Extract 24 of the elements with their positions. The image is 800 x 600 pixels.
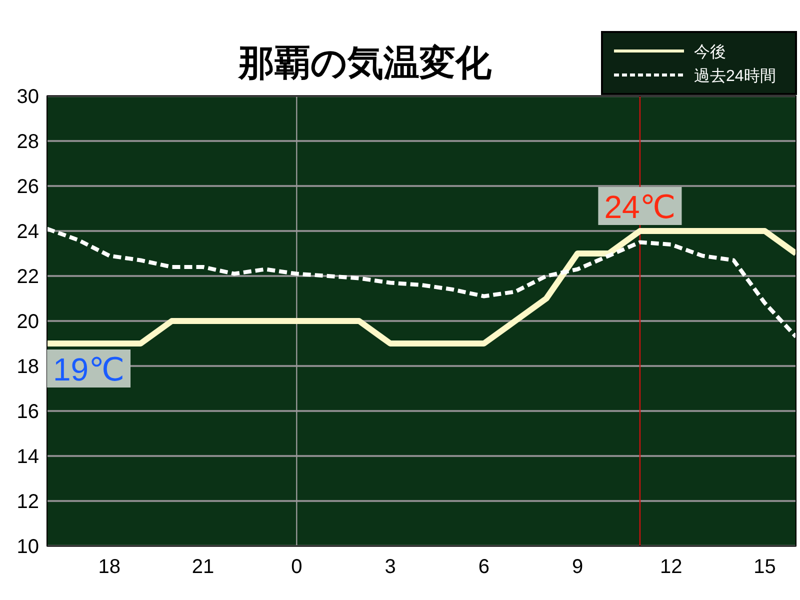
legend-label: 今後 <box>694 43 726 61</box>
annotation: 24℃ <box>604 189 676 225</box>
y-tick-label: 14 <box>16 446 39 468</box>
x-tick-label: 12 <box>660 556 682 578</box>
annotation: 19℃ <box>53 352 125 388</box>
y-tick-label: 26 <box>16 176 39 198</box>
y-tick-label: 12 <box>16 491 39 513</box>
y-tick-label: 20 <box>16 311 39 333</box>
x-tick-label: 18 <box>98 556 121 578</box>
x-tick-label: 15 <box>754 556 776 578</box>
x-tick-label: 21 <box>192 556 214 578</box>
y-tick-label: 18 <box>16 356 39 378</box>
x-tick-label: 0 <box>291 556 302 578</box>
y-tick-label: 30 <box>16 86 39 108</box>
chart-title: 那覇の気温変化 <box>238 42 492 83</box>
y-tick-label: 28 <box>16 131 39 153</box>
y-tick-label: 24 <box>16 221 39 243</box>
x-tick-label: 9 <box>572 556 584 578</box>
y-tick-label: 16 <box>16 401 39 423</box>
x-tick-label: 6 <box>478 556 490 578</box>
y-tick-label: 22 <box>16 266 39 288</box>
x-tick-label: 3 <box>384 556 396 578</box>
legend-label: 過去24時間 <box>694 67 776 85</box>
y-tick-label: 10 <box>16 536 39 558</box>
